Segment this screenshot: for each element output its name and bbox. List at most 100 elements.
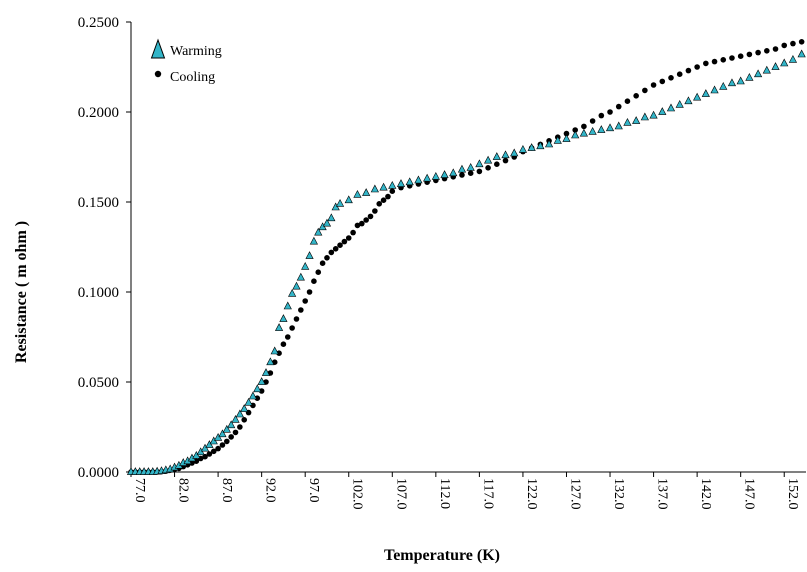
cooling-point — [328, 249, 335, 256]
warming-point — [396, 179, 406, 187]
cooling-point — [650, 82, 657, 88]
cooling-point — [703, 60, 709, 67]
warming-point — [283, 301, 292, 310]
x-tick-label: 127.0 — [567, 478, 582, 510]
cooling-point — [324, 254, 330, 261]
x-tick-label: 137.0 — [655, 478, 670, 510]
cooling-point — [746, 51, 753, 58]
cooling-point — [228, 434, 234, 440]
warming-point — [753, 69, 763, 78]
warming-point — [274, 323, 284, 331]
cooling-point — [302, 298, 308, 304]
cooling-point — [389, 188, 396, 194]
y-tick-label: 0.1000 — [78, 285, 119, 301]
cooling-point — [337, 242, 343, 248]
cooling-point — [332, 246, 339, 252]
warming-point — [518, 144, 528, 153]
warming-point — [780, 58, 789, 67]
cooling-point — [319, 260, 326, 267]
cooling-point — [598, 112, 605, 119]
y-tick-label: 0.0500 — [78, 375, 119, 391]
warming-point — [719, 81, 728, 90]
cooling-point — [210, 448, 217, 455]
cooling-point — [798, 39, 805, 45]
warming-point — [248, 391, 258, 400]
cooling-point — [206, 451, 213, 457]
warming-point — [457, 164, 467, 173]
warming-point — [466, 162, 475, 171]
cooling-point — [224, 438, 230, 445]
warming-point — [736, 76, 745, 85]
series-warming — [126, 49, 806, 475]
cooling-point — [359, 220, 365, 227]
cooling-point — [298, 307, 304, 313]
x-tick-label: 102.0 — [350, 478, 365, 510]
warming-point — [423, 173, 432, 182]
y-tick-label: 0.2000 — [78, 105, 119, 121]
warming-point — [762, 65, 771, 74]
warming-point — [684, 96, 693, 105]
cooling-point — [607, 109, 613, 115]
warming-point — [562, 134, 571, 142]
x-tick-label: 112.0 — [437, 478, 452, 509]
warming-point — [261, 368, 271, 376]
x-tick-label: 142.0 — [698, 478, 713, 510]
cooling-point — [189, 460, 195, 466]
warming-point — [614, 121, 623, 130]
cooling-point — [467, 170, 474, 176]
tick-labels: 0.0000 0.0500 0.1000 0.1500 0.2000 0.2500 77.0… — [78, 15, 800, 510]
cooling-point — [306, 289, 313, 295]
warming-point — [301, 261, 310, 270]
warming-point — [266, 357, 275, 366]
warming-point — [623, 117, 632, 126]
warming-point — [571, 130, 580, 139]
legend: Warming Cooling — [150, 38, 222, 85]
x-tick-label: 152.0 — [785, 478, 800, 510]
warming-point — [288, 288, 297, 297]
cooling-point — [642, 87, 648, 94]
warming-point — [632, 116, 641, 124]
cooling-point — [367, 213, 374, 220]
cooling-point — [781, 42, 788, 49]
y-tick-label: 0.0000 — [78, 465, 119, 481]
x-tick-label: 107.0 — [393, 478, 408, 510]
cooling-point — [459, 172, 465, 178]
legend-cooling-label: Cooling — [170, 70, 215, 85]
warming-point — [745, 72, 754, 81]
warming-point — [314, 227, 323, 236]
warming-point — [362, 188, 371, 196]
warming-point — [666, 103, 676, 112]
cooling-point — [633, 93, 639, 99]
warming-point — [270, 346, 279, 355]
warming-point — [222, 424, 231, 433]
warming-point — [492, 152, 501, 160]
cooling-point — [232, 429, 239, 436]
series-cooling — [128, 39, 805, 475]
cooling-point — [219, 442, 226, 448]
y-axis-title: Resistance ( m ohm ) — [13, 221, 30, 363]
cooling-point — [311, 278, 317, 285]
cooling-point — [694, 64, 700, 70]
cooling-point — [372, 208, 378, 214]
x-tick-label: 87.0 — [219, 478, 234, 503]
warming-point — [414, 175, 423, 184]
cooling-point — [241, 417, 248, 423]
cooling-point — [572, 127, 578, 133]
y-tick-label: 0.2500 — [78, 15, 119, 31]
warming-point — [388, 180, 397, 189]
warming-point — [440, 170, 449, 178]
warming-point — [553, 135, 562, 144]
warming-point — [701, 89, 710, 97]
warming-point — [292, 281, 301, 290]
cooling-point — [790, 40, 796, 47]
warming-point — [579, 128, 589, 137]
warming-point — [693, 92, 702, 101]
x-tick-label: 92.0 — [263, 478, 278, 503]
warming-point — [322, 218, 332, 227]
cooling-point — [354, 222, 361, 229]
cooling-point — [202, 453, 208, 460]
warming-point — [475, 159, 484, 168]
warming-point — [227, 420, 236, 429]
cooling-point — [254, 395, 261, 402]
